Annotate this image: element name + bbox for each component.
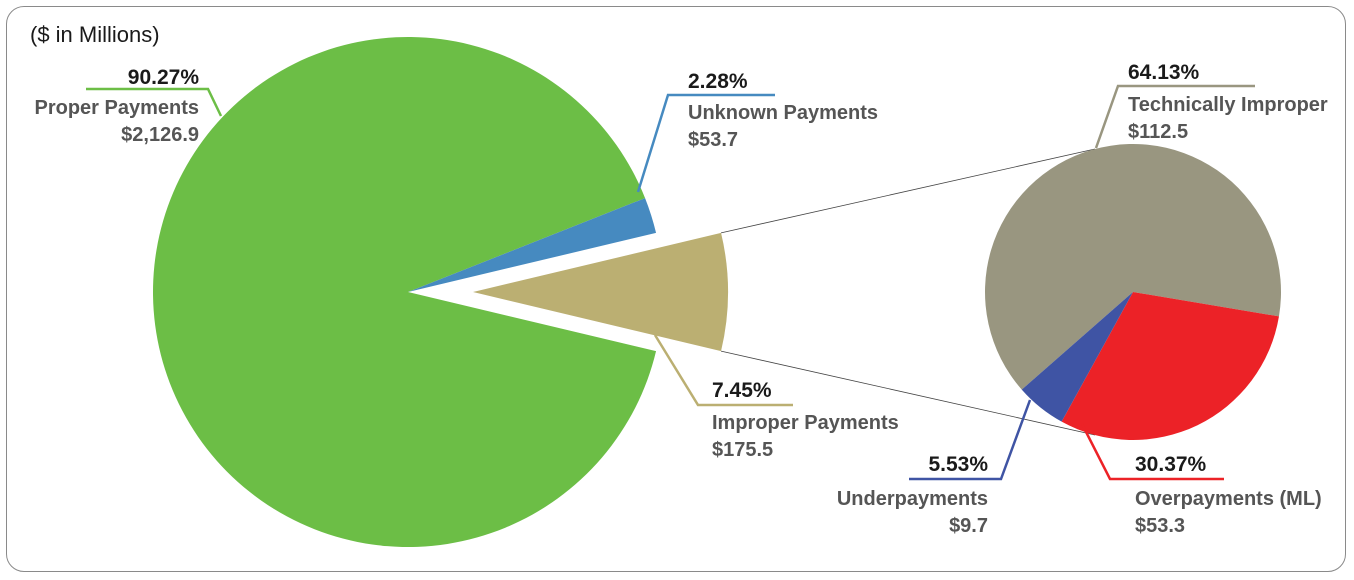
label-underpayments-name: Underpayments	[837, 488, 988, 510]
label-overpayments-name: Overpayments (ML)	[1135, 488, 1322, 510]
leader-line-overpayments	[1080, 423, 1224, 481]
label-technically-pct: 64.13%	[1128, 61, 1200, 84]
label-underpayments-value: $9.7	[949, 515, 988, 537]
label-improper-value: $175.5	[712, 439, 773, 461]
label-improper-pct: 7.45%	[712, 379, 772, 402]
connector-line-bottom	[720, 350, 1096, 436]
label-overpayments-value: $53.3	[1135, 515, 1185, 537]
slice-proper-payments	[152, 37, 657, 548]
slice-improper-payments	[473, 232, 729, 352]
leader-line-underpayments	[909, 399, 1032, 481]
label-unknown-value: $53.7	[688, 129, 738, 151]
leader-line-proper	[86, 87, 223, 117]
connector-line-top	[720, 148, 1096, 234]
label-unknown-name: Unknown Payments	[688, 102, 878, 124]
label-proper-value: $2,126.9	[121, 124, 199, 146]
unit-label: ($ in Millions)	[30, 22, 160, 47]
slice-overpayments	[1061, 292, 1279, 440]
leader-line-unknown	[636, 93, 775, 193]
label-overpayments-pct: 30.37%	[1135, 453, 1207, 476]
label-technically-name: Technically Improper	[1128, 94, 1328, 116]
chart-frame	[6, 6, 1346, 572]
slice-unknown-payments	[408, 198, 657, 292]
label-improper-name: Improper Payments	[712, 412, 899, 434]
label-unknown-pct: 2.28%	[688, 70, 748, 93]
leader-line-improper	[653, 334, 793, 407]
slice-technically-improper	[985, 144, 1282, 390]
label-underpayments-pct: 5.53%	[928, 453, 988, 476]
slice-underpayments	[1021, 292, 1133, 422]
label-proper-name: Proper Payments	[34, 97, 199, 119]
label-proper-pct: 90.27%	[128, 66, 200, 89]
leader-line-technically	[1094, 84, 1255, 149]
label-technically-value: $112.5	[1128, 121, 1188, 143]
